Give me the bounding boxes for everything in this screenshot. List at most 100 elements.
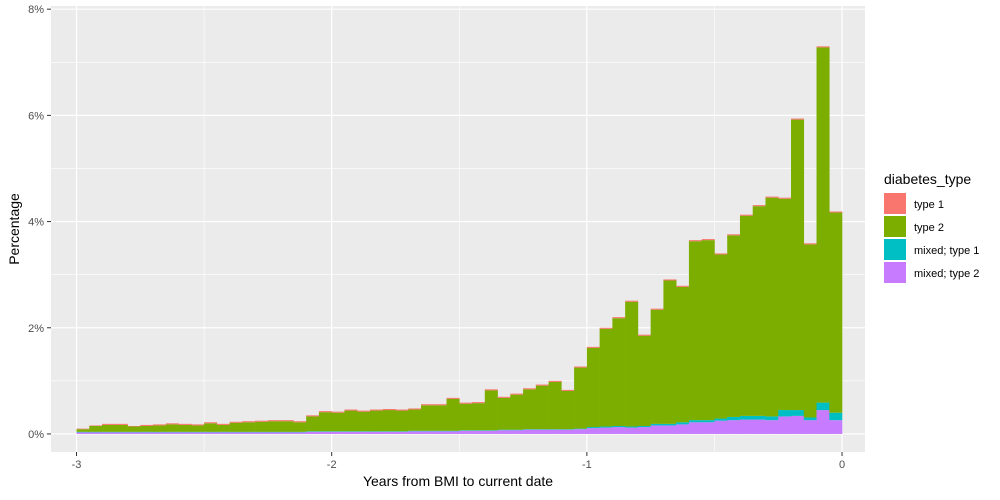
bar-type-1	[484, 389, 498, 391]
bar-mixed-type-1	[421, 430, 435, 432]
bar-mixed-type-1	[191, 431, 205, 433]
bar-mixed-type-2	[727, 420, 741, 434]
bar-type-1	[165, 423, 179, 425]
bar-mixed-type-2	[637, 427, 651, 434]
bar-type-2	[727, 235, 741, 417]
bar-type-2	[714, 254, 728, 419]
bar-type-2	[306, 416, 320, 432]
y-tick-label: 2%	[28, 323, 44, 335]
bar-type-1	[331, 411, 345, 413]
bar-type-1	[778, 197, 792, 199]
bar-type-1	[497, 396, 511, 398]
y-tick-label: 8%	[28, 4, 44, 16]
bar-mixed-type-2	[395, 431, 409, 434]
bar-type-1	[791, 118, 805, 120]
bars	[76, 46, 843, 434]
bar-mixed-type-1	[433, 430, 447, 432]
bar-mixed-type-2	[739, 419, 754, 434]
bar-mixed-type-1	[293, 431, 307, 433]
bar-mixed-type-1	[752, 415, 766, 420]
bar-type-1	[676, 285, 690, 287]
bar-type-1	[178, 423, 192, 425]
legend-key	[884, 216, 906, 237]
bar-type-1	[344, 409, 358, 411]
bar-type-1	[255, 420, 269, 422]
bar-type-1	[293, 421, 307, 423]
bar-mixed-type-1	[114, 431, 128, 433]
bar-type-1	[280, 420, 294, 422]
bar-type-2	[318, 412, 332, 432]
bar-mixed-type-2	[344, 431, 358, 434]
bar-mixed-type-1	[127, 431, 141, 433]
bar-mixed-type-1	[229, 431, 243, 433]
bar-mixed-type-1	[382, 431, 396, 432]
bar-type-1	[523, 388, 537, 390]
bar-mixed-type-2	[89, 432, 103, 434]
bar-type-2	[803, 244, 817, 418]
bar-mixed-type-1	[778, 410, 792, 417]
bar-type-1	[561, 389, 575, 391]
bar-mixed-type-2	[280, 432, 294, 434]
legend-label: type 2	[914, 222, 944, 234]
bar-type-1	[650, 308, 664, 310]
bar-type-2	[433, 405, 447, 431]
y-axis-title: Percentage	[6, 193, 22, 265]
bar-mixed-type-1	[586, 427, 600, 429]
bar-type-1	[688, 240, 702, 242]
bar-mixed-type-2	[752, 419, 766, 434]
bar-mixed-type-1	[165, 431, 179, 433]
bar-type-2	[548, 381, 562, 430]
bar-type-2	[778, 198, 792, 411]
bar-type-1	[637, 334, 651, 336]
bar-type-2	[523, 389, 537, 430]
bar-type-2	[561, 390, 575, 430]
bar-type-1	[267, 420, 281, 422]
bar-type-2	[446, 398, 460, 431]
bar-mixed-type-1	[510, 429, 524, 431]
bar-type-1	[510, 393, 524, 395]
bar-type-2	[344, 410, 358, 432]
x-axis: -3 -2 -1 0	[72, 452, 845, 471]
bar-mixed-type-1	[255, 431, 269, 433]
bar-mixed-type-2	[535, 429, 549, 434]
bar-mixed-type-2	[574, 429, 588, 434]
bar-mixed-type-2	[127, 432, 141, 434]
bar-type-1	[625, 300, 639, 302]
bar-type-2	[255, 421, 269, 432]
bar-mixed-type-1	[369, 431, 384, 432]
bar-mixed-type-1	[523, 429, 537, 430]
bar-type-2	[229, 422, 243, 432]
bar-type-2	[127, 426, 141, 432]
bar-mixed-type-1	[395, 431, 409, 432]
bar-type-2	[829, 212, 843, 413]
bar-mixed-type-1	[242, 431, 256, 433]
bar-mixed-type-2	[599, 427, 613, 434]
bar-type-1	[357, 410, 371, 412]
bar-type-2	[357, 411, 371, 432]
bar-type-2	[178, 424, 192, 432]
bar-mixed-type-2	[612, 427, 626, 434]
bar-type-1	[216, 423, 230, 425]
bar-mixed-type-1	[791, 410, 805, 416]
bar-mixed-type-2	[701, 422, 715, 434]
bar-type-1	[140, 424, 154, 426]
bar-mixed-type-1	[688, 420, 702, 423]
bar-mixed-type-1	[472, 430, 486, 431]
bar-type-2	[204, 423, 218, 432]
bar-mixed-type-2	[408, 431, 422, 434]
bar-type-2	[114, 424, 128, 432]
legend-title: diabetes_type	[884, 171, 971, 187]
bar-mixed-type-1	[204, 431, 218, 433]
bar-mixed-type-1	[701, 420, 715, 423]
bar-type-1	[535, 384, 549, 386]
bar-mixed-type-1	[727, 416, 741, 421]
bar-type-1	[408, 408, 422, 410]
bar-type-2	[459, 403, 473, 431]
legend-label: mixed; type 2	[914, 268, 979, 280]
bar-mixed-type-1	[663, 423, 677, 426]
bar-type-1	[433, 404, 447, 406]
bar-mixed-type-2	[204, 432, 218, 434]
bar-mixed-type-1	[357, 431, 371, 432]
bar-mixed-type-2	[191, 432, 205, 434]
bar-type-1	[714, 253, 728, 255]
